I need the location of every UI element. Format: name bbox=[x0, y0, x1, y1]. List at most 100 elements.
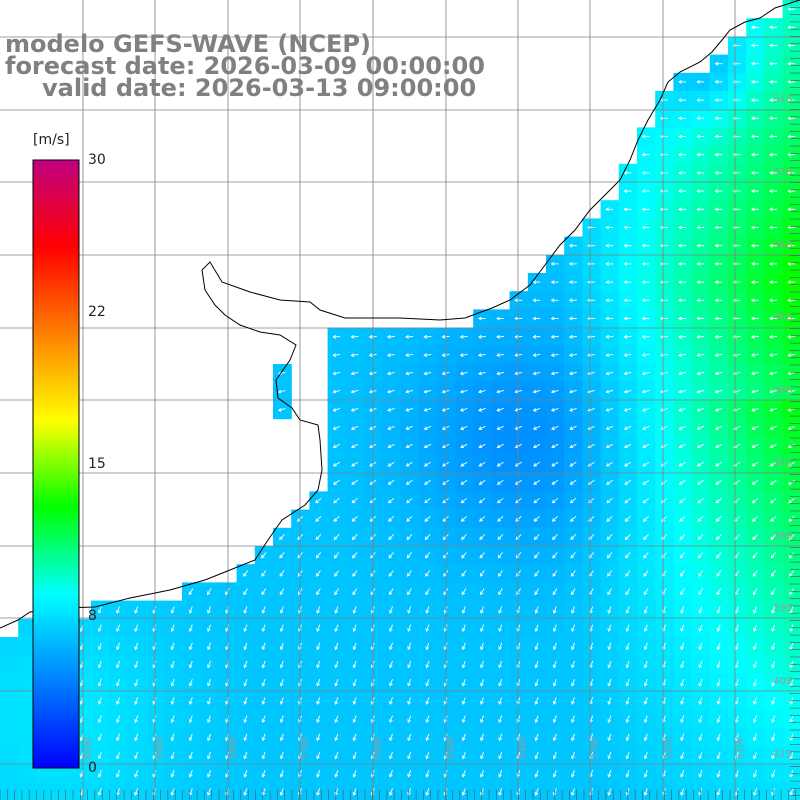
wind-arrow bbox=[734, 606, 739, 614]
wind-arrow bbox=[423, 353, 432, 358]
wind-arrow bbox=[170, 788, 175, 796]
wind-arrow bbox=[534, 788, 539, 796]
wind-arrow bbox=[624, 479, 632, 485]
wind-arrow bbox=[678, 316, 686, 321]
wind-arrow bbox=[605, 425, 614, 430]
wind-arrow bbox=[771, 570, 776, 577]
wind-arrow bbox=[461, 606, 466, 614]
wind-arrow bbox=[714, 407, 723, 412]
wind-arrow bbox=[753, 642, 757, 651]
wind-arrow bbox=[352, 606, 357, 614]
wind-arrow bbox=[388, 534, 395, 541]
field-cell bbox=[782, 782, 800, 800]
wind-arrow bbox=[750, 25, 759, 30]
wind-arrow bbox=[623, 171, 632, 175]
wind-arrow bbox=[605, 207, 614, 212]
wind-arrow bbox=[552, 770, 557, 778]
wind-arrow bbox=[606, 515, 613, 522]
colorbar-tick-22: 22 bbox=[88, 304, 106, 320]
wind-arrow bbox=[497, 515, 504, 522]
wind-arrow bbox=[480, 660, 484, 669]
wind-arrow bbox=[478, 443, 486, 449]
wind-arrow bbox=[389, 770, 393, 778]
wind-arrow bbox=[351, 461, 359, 467]
wind-arrow bbox=[696, 189, 705, 193]
wind-arrow bbox=[678, 243, 686, 248]
wind-arrow bbox=[642, 479, 650, 485]
colorbar-tick-15: 15 bbox=[88, 456, 106, 472]
wind-arrow bbox=[534, 552, 540, 559]
wind-arrow bbox=[425, 679, 430, 687]
wind-arrow bbox=[696, 425, 705, 430]
wind-arrow bbox=[207, 751, 211, 760]
wind-arrow bbox=[678, 443, 686, 449]
wind-arrow bbox=[714, 316, 723, 321]
wind-arrow bbox=[607, 624, 612, 633]
wind-arrow bbox=[316, 788, 321, 796]
wind-arrow bbox=[405, 425, 413, 430]
wind-arrow bbox=[534, 697, 539, 705]
wind-arrow bbox=[243, 642, 248, 651]
wind-arrow bbox=[387, 425, 395, 430]
wind-arrow bbox=[697, 497, 704, 504]
wind-arrow bbox=[423, 425, 432, 430]
wind-arrow bbox=[170, 770, 175, 778]
wind-arrow bbox=[425, 733, 430, 742]
wind-arrow bbox=[734, 660, 739, 669]
wind-arrow bbox=[315, 552, 322, 559]
wind-arrow bbox=[697, 515, 704, 522]
wind-arrow bbox=[605, 334, 614, 339]
wind-arrow bbox=[480, 733, 484, 742]
wind-arrow bbox=[571, 751, 575, 760]
wind-arrow bbox=[696, 225, 705, 230]
wind-arrow bbox=[334, 570, 340, 577]
wind-arrow bbox=[787, 371, 796, 376]
wind-arrow bbox=[568, 298, 577, 303]
wind-arrow bbox=[641, 353, 650, 358]
wind-arrow bbox=[625, 570, 631, 577]
field-cell bbox=[0, 764, 19, 784]
wind-arrow bbox=[387, 479, 395, 485]
wind-arrow bbox=[715, 461, 723, 467]
wind-arrow bbox=[498, 788, 503, 796]
wind-arrow bbox=[660, 497, 668, 504]
wind-arrow bbox=[116, 770, 120, 778]
wind-arrow bbox=[678, 479, 686, 485]
wind-arrow bbox=[498, 770, 503, 778]
wind-arrow bbox=[498, 751, 503, 760]
wind-arrow bbox=[753, 770, 757, 778]
wind-arrow bbox=[332, 353, 341, 358]
wind-arrow bbox=[532, 389, 541, 394]
wind-arrow bbox=[678, 262, 686, 266]
wind-arrow bbox=[352, 788, 357, 796]
wind-arrow bbox=[480, 751, 484, 760]
wind-arrow bbox=[659, 189, 668, 193]
wind-arrow bbox=[461, 552, 467, 559]
wind-arrow bbox=[388, 515, 395, 522]
wind-arrow bbox=[789, 715, 794, 724]
wind-arrow bbox=[460, 497, 468, 504]
wind-arrow bbox=[787, 116, 796, 121]
wind-arrow bbox=[769, 243, 777, 248]
wind-arrow bbox=[750, 334, 759, 339]
wind-arrow bbox=[389, 715, 393, 724]
wind-arrow bbox=[277, 389, 286, 394]
wind-arrow bbox=[479, 515, 486, 522]
wind-arrow bbox=[461, 751, 466, 760]
wind-arrow bbox=[698, 588, 703, 596]
wind-arrow bbox=[641, 171, 650, 175]
wind-arrow bbox=[750, 80, 759, 84]
colorbar-bar bbox=[32, 159, 80, 769]
wind-arrow bbox=[134, 697, 139, 705]
wind-arrow bbox=[350, 389, 359, 394]
wind-arrow bbox=[680, 697, 685, 705]
wind-arrow bbox=[696, 116, 705, 121]
wind-arrow bbox=[787, 152, 796, 157]
wind-arrow bbox=[753, 660, 757, 669]
wind-arrow bbox=[352, 642, 357, 651]
wind-arrow bbox=[134, 679, 139, 687]
wind-arrow bbox=[480, 588, 485, 596]
wind-arrow bbox=[715, 479, 723, 485]
wind-arrow bbox=[389, 751, 393, 760]
